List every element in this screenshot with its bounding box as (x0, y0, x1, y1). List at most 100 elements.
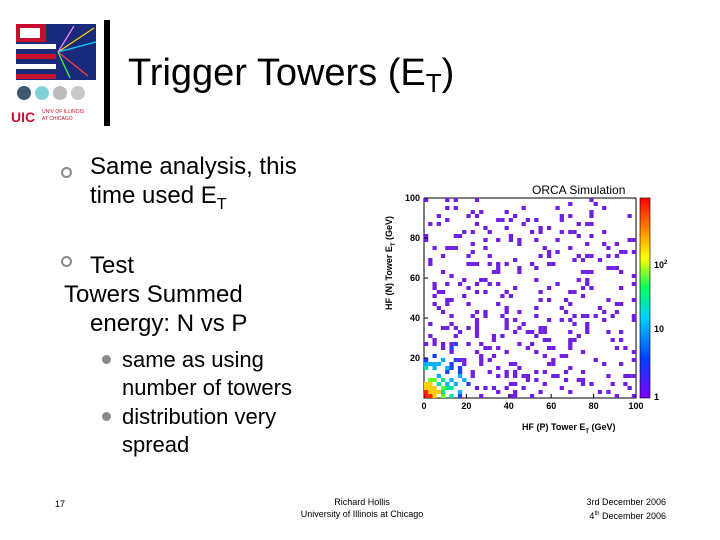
heatmap-cell (542, 338, 547, 342)
heatmap-cell (623, 346, 628, 350)
heatmap-cell (614, 310, 620, 314)
heatmap-cell (576, 234, 581, 238)
heatmap-cell (555, 238, 560, 242)
heatmap-cell (504, 370, 509, 374)
heatmap-cell (631, 318, 636, 322)
heatmap-cell (602, 310, 607, 314)
heatmap-cell (521, 374, 526, 378)
heatmap-cell (559, 230, 564, 234)
heatmap-cell (462, 230, 467, 234)
heatmap-cell (424, 362, 429, 366)
heatmap-cell (568, 246, 573, 250)
heatmap-cell (436, 214, 441, 218)
heatmap-cell (521, 322, 526, 326)
heatmap-cell (589, 254, 594, 258)
heatmap-cell (546, 226, 552, 230)
heatmap-cell (525, 346, 530, 350)
heatmap-cell (576, 378, 581, 382)
heatmap-cell (436, 374, 441, 378)
heatmap-cell (474, 386, 480, 390)
logo-chicago-text: AT CHICAGO (42, 116, 73, 122)
heatmap-cell (513, 286, 518, 290)
heatmap-cell (513, 370, 518, 374)
heatmap-cell (474, 350, 480, 354)
heatmap-cell (534, 370, 539, 374)
heatmap-cell (466, 254, 471, 258)
heatmap-cell (470, 314, 475, 318)
heatmap-cell (513, 390, 518, 394)
heatmap-cell (589, 270, 594, 274)
color-scale-bar (639, 197, 651, 399)
heatmap-cell (602, 362, 607, 366)
heatmap-cell (445, 206, 450, 210)
heatmap-cell (517, 266, 522, 270)
heatmap-cell (534, 378, 539, 382)
heatmap-cell (440, 346, 446, 350)
heatmap-cell (453, 334, 458, 338)
heatmap-cell (542, 370, 547, 374)
heatmap-cell (614, 242, 620, 246)
heatmap-cell (474, 326, 480, 330)
x-tick-label: 80 (589, 401, 599, 411)
heatmap-cell (424, 390, 429, 394)
heatmap-cell (424, 366, 429, 370)
heatmap-cell (432, 390, 437, 394)
heatmap-cell (457, 366, 463, 370)
heatmap-cell (453, 358, 458, 362)
slide-title: Trigger Towers (ET) (128, 52, 455, 98)
heatmap-cell (483, 226, 488, 230)
heatmap-cell (530, 330, 535, 334)
heatmap-cell (602, 230, 607, 234)
heatmap-cell (504, 326, 509, 330)
heatmap-cell (496, 282, 501, 286)
logo-flag-stripes (16, 24, 56, 79)
heatmap-cell (619, 286, 624, 290)
heatmap-cell (436, 382, 441, 386)
heatmap-cell (568, 302, 573, 306)
heatmap-cell (568, 290, 573, 294)
heatmap-cell (466, 262, 471, 266)
heatmap-cell (585, 270, 590, 274)
heatmap-cell (606, 254, 611, 258)
bullet-ring-icon (61, 167, 72, 178)
footer-dates: 3rd December 2006 4th December 2006 (586, 497, 666, 521)
heatmap-cell (449, 342, 454, 346)
heatmap-cell (546, 346, 552, 350)
heatmap-cell (457, 330, 463, 334)
heatmap-cell (432, 362, 437, 366)
heatmap-cell (445, 382, 450, 386)
heatmap-cell (445, 282, 450, 286)
heatmap-cell (496, 366, 501, 370)
logo-circle-icon (35, 86, 49, 100)
heatmap-cell (432, 394, 437, 398)
heatmap-cell (513, 382, 518, 386)
heatmap-cell (440, 386, 446, 390)
heatmap-cell (504, 374, 509, 378)
heatmap-cell (449, 350, 454, 354)
z-tick-label: 102 (654, 260, 668, 270)
heatmap-cell (631, 374, 636, 378)
heatmap-cell (449, 314, 454, 318)
heatmap-cell (593, 314, 598, 318)
heatmap-cell (597, 258, 603, 262)
heatmap-cell (466, 286, 471, 290)
heatmap-cell (470, 230, 475, 234)
heatmap-cell (449, 378, 454, 382)
heatmap-cell (589, 214, 594, 218)
heatmap-cell (517, 270, 522, 274)
heatmap-cell (474, 282, 480, 286)
heatmap-cell (631, 238, 636, 242)
heatmap-cell (491, 354, 497, 358)
heatmap-cell (589, 234, 594, 238)
heatmap-cell (559, 214, 564, 218)
heatmap-cell (440, 358, 446, 362)
heatmap-cell (631, 358, 636, 362)
heatmap-cell (580, 270, 586, 274)
heatmap-cell (496, 262, 501, 266)
heatmap-cell (440, 378, 446, 382)
heatmap-cell (504, 226, 509, 230)
heatmap-cell (513, 214, 518, 218)
heatmap-cell (517, 238, 522, 242)
heatmap-cell (483, 346, 488, 350)
heatmap-cell (436, 290, 441, 294)
